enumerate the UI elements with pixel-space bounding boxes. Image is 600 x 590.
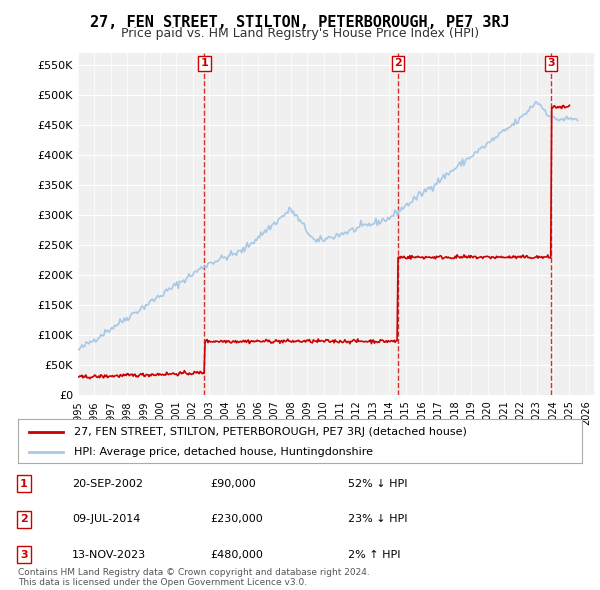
Text: 3: 3 [547, 58, 555, 68]
Text: Price paid vs. HM Land Registry's House Price Index (HPI): Price paid vs. HM Land Registry's House … [121, 27, 479, 40]
Text: 20-SEP-2002: 20-SEP-2002 [72, 479, 143, 489]
Text: 1: 1 [200, 58, 208, 68]
Text: £90,000: £90,000 [210, 479, 256, 489]
Text: 3: 3 [20, 550, 28, 559]
Text: 27, FEN STREET, STILTON, PETERBOROUGH, PE7 3RJ (detached house): 27, FEN STREET, STILTON, PETERBOROUGH, P… [74, 427, 467, 437]
Text: 09-JUL-2014: 09-JUL-2014 [72, 514, 140, 524]
Text: 52% ↓ HPI: 52% ↓ HPI [348, 479, 407, 489]
Text: 23% ↓ HPI: 23% ↓ HPI [348, 514, 407, 524]
Text: £480,000: £480,000 [210, 550, 263, 559]
Text: Contains HM Land Registry data © Crown copyright and database right 2024.
This d: Contains HM Land Registry data © Crown c… [18, 568, 370, 587]
Text: 2: 2 [394, 58, 401, 68]
Text: 1: 1 [20, 479, 28, 489]
Text: 27, FEN STREET, STILTON, PETERBOROUGH, PE7 3RJ: 27, FEN STREET, STILTON, PETERBOROUGH, P… [90, 15, 510, 30]
Text: 13-NOV-2023: 13-NOV-2023 [72, 550, 146, 559]
Text: £230,000: £230,000 [210, 514, 263, 524]
Text: HPI: Average price, detached house, Huntingdonshire: HPI: Average price, detached house, Hunt… [74, 447, 373, 457]
Text: 2: 2 [20, 514, 28, 524]
Text: 2% ↑ HPI: 2% ↑ HPI [348, 550, 401, 559]
